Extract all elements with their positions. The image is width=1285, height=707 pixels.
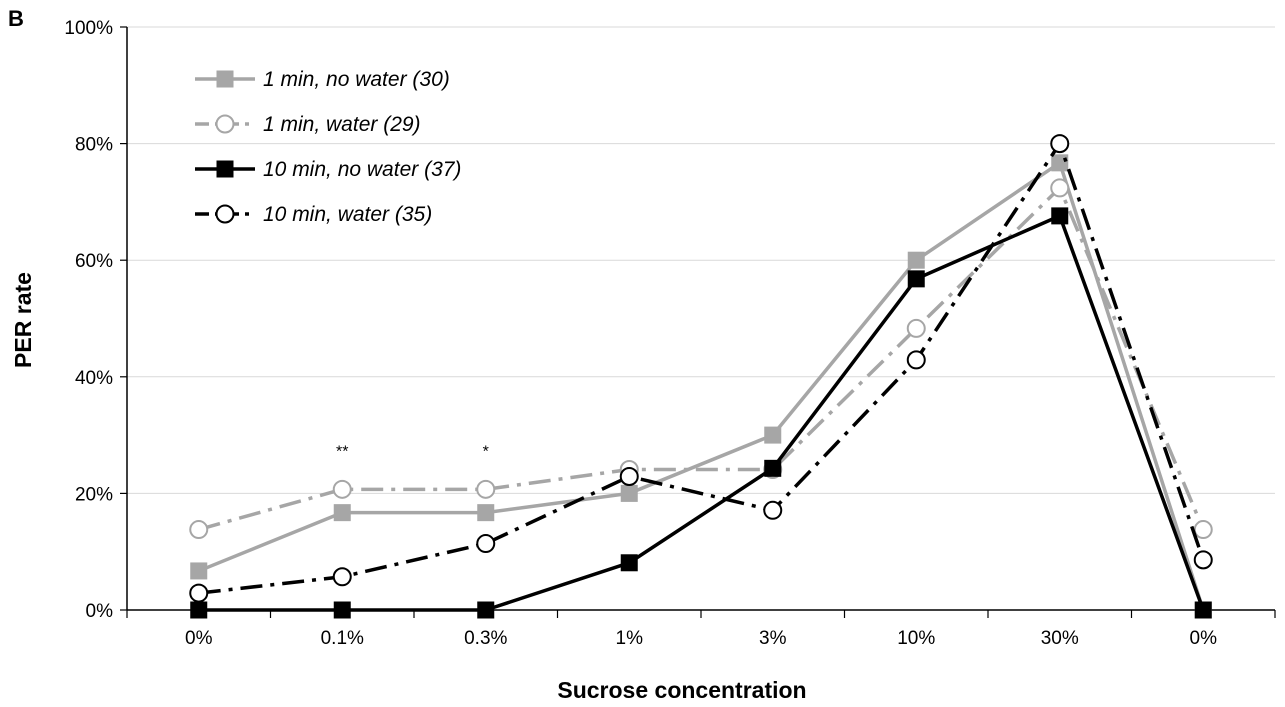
data-point: [477, 601, 495, 619]
y-tick-label: 100%: [64, 18, 113, 39]
data-point: [764, 426, 782, 444]
data-point: [907, 270, 925, 288]
data-point: [906, 318, 926, 338]
y-tick-label: 40%: [75, 368, 113, 389]
data-point: [333, 504, 351, 522]
legend-item: 1 min, no water (30): [195, 68, 450, 91]
legend-label: 1 min, water (29): [263, 113, 421, 136]
legend-item: 1 min, water (29): [195, 113, 421, 136]
data-point: [1193, 550, 1213, 570]
data-point: [906, 350, 926, 370]
data-point: [764, 459, 782, 477]
series-2: [189, 178, 1213, 540]
data-point: [619, 466, 639, 486]
legend-item: 10 min, water (35): [195, 203, 432, 226]
data-point: [189, 583, 209, 603]
data-point: [190, 562, 208, 580]
legend-label: 10 min, water (35): [263, 203, 432, 226]
series-line: [198, 161, 1205, 611]
data-point: [190, 601, 208, 619]
data-point: [216, 70, 234, 88]
panel-label: B: [8, 6, 24, 31]
data-point: [620, 554, 638, 572]
x-tick-label: 1%: [616, 628, 644, 649]
gridlines: [127, 26, 1275, 494]
y-axis-title: PER rate: [10, 272, 36, 368]
annotations: ** *: [336, 444, 489, 461]
series-4: [189, 134, 1213, 603]
legend-item: 10 min, no water (37): [195, 158, 461, 181]
data-point: [477, 504, 495, 522]
data-point: [1050, 178, 1070, 198]
data-point: [1050, 134, 1070, 154]
x-tick-label: 3%: [759, 628, 787, 649]
x-tick-label: 0.1%: [321, 628, 364, 649]
x-tick-labels: 0% 0.1% 0.3% 1% 3% 10% 30% 0%: [185, 628, 1217, 649]
data-point: [1051, 154, 1069, 172]
data-point: [1051, 207, 1069, 225]
data-point: [620, 484, 638, 502]
series-line: [198, 186, 1205, 532]
series-group: [189, 134, 1213, 619]
significance-annotation: *: [483, 444, 489, 461]
data-point: [763, 500, 783, 520]
series-line: [198, 141, 1205, 595]
series-3: [190, 207, 1212, 619]
y-tick-label: 80%: [75, 135, 113, 156]
x-tick-label: 10%: [897, 628, 935, 649]
data-point: [1193, 520, 1213, 540]
data-point: [215, 114, 235, 134]
data-point: [476, 534, 496, 554]
y-tick-label: 60%: [75, 251, 113, 272]
data-point: [907, 251, 925, 269]
data-point: [189, 520, 209, 540]
data-point: [215, 204, 235, 224]
y-tick-label: 20%: [75, 484, 113, 505]
data-point: [216, 160, 234, 178]
series-line: [198, 214, 1205, 612]
legend-label: 1 min, no water (30): [263, 68, 450, 91]
x-axis-title: Sucrose concentration: [557, 677, 806, 703]
x-tick-label: 0.3%: [464, 628, 507, 649]
y-tick-label: 0%: [86, 601, 114, 622]
data-point: [332, 567, 352, 587]
data-point: [332, 479, 352, 499]
legend-label: 10 min, no water (37): [263, 158, 461, 181]
data-point: [476, 479, 496, 499]
y-tick-labels: 0% 20% 40% 60% 80% 100%: [64, 18, 113, 622]
significance-annotation: **: [336, 444, 348, 461]
legend: 1 min, no water (30) 1 min, water (29) 10 …: [195, 68, 461, 226]
data-point: [1194, 601, 1212, 619]
x-tick-label: 30%: [1041, 628, 1079, 649]
data-point: [333, 601, 351, 619]
x-tick-label: 0%: [185, 628, 213, 649]
x-tick-label: 0%: [1190, 628, 1218, 649]
